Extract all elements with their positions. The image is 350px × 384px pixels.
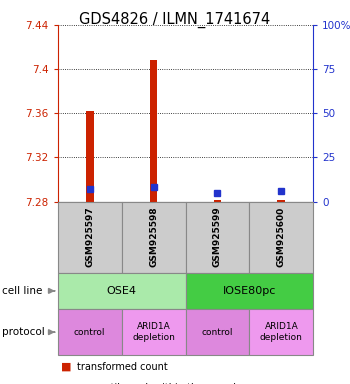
Text: cell line: cell line bbox=[2, 286, 42, 296]
Text: GSM925597: GSM925597 bbox=[85, 207, 94, 268]
Text: ARID1A
depletion: ARID1A depletion bbox=[132, 323, 175, 342]
Bar bbox=[86, 111, 93, 202]
Text: GSM925598: GSM925598 bbox=[149, 207, 158, 267]
Bar bbox=[278, 200, 285, 202]
Text: ■: ■ bbox=[61, 383, 72, 384]
Text: transformed count: transformed count bbox=[77, 362, 168, 372]
Text: OSE4: OSE4 bbox=[107, 286, 136, 296]
Text: protocol: protocol bbox=[2, 327, 44, 337]
Bar bbox=[150, 60, 158, 202]
Bar bbox=[214, 200, 221, 202]
Text: ARID1A
depletion: ARID1A depletion bbox=[260, 323, 303, 342]
Text: ■: ■ bbox=[61, 362, 72, 372]
Text: GDS4826 / ILMN_1741674: GDS4826 / ILMN_1741674 bbox=[79, 12, 271, 28]
Text: IOSE80pc: IOSE80pc bbox=[223, 286, 276, 296]
Text: percentile rank within the sample: percentile rank within the sample bbox=[77, 383, 242, 384]
Text: control: control bbox=[74, 328, 105, 337]
Text: GSM925599: GSM925599 bbox=[213, 207, 222, 268]
Text: control: control bbox=[202, 328, 233, 337]
Text: GSM925600: GSM925600 bbox=[277, 207, 286, 267]
